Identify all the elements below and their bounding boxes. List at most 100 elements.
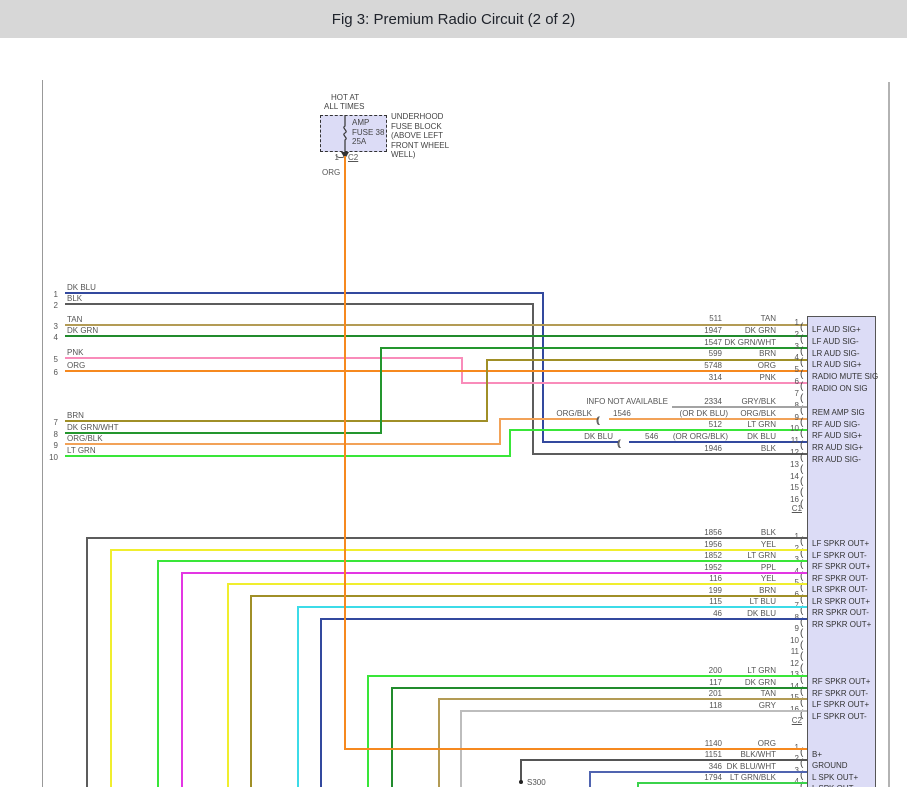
terminal-icon: ( bbox=[800, 440, 804, 451]
signal-label: LR AUD SIG+ bbox=[812, 360, 862, 369]
signal-label: RR AUD SIG+ bbox=[812, 443, 863, 452]
pin-number: 13 bbox=[790, 460, 799, 469]
terminal-icon: ( bbox=[800, 476, 804, 487]
pin-number: 11 bbox=[790, 647, 799, 656]
wire-segment bbox=[391, 687, 393, 787]
terminal-icon: ( bbox=[800, 640, 804, 651]
pin-number: 10 bbox=[790, 424, 799, 433]
fuse-name-label: FUSE 38 bbox=[352, 128, 385, 137]
wire-color-label: ORG/BLK bbox=[67, 434, 103, 443]
circuit-number-label: 1547 bbox=[704, 338, 722, 347]
circuit-number-label: 1946 bbox=[704, 444, 722, 453]
wire-color-label: PPL bbox=[760, 563, 776, 572]
circuit-number-label: 1852 bbox=[704, 551, 722, 560]
wire-segment bbox=[380, 347, 382, 434]
wire-segment bbox=[589, 771, 591, 787]
pin-number: 12 bbox=[790, 448, 799, 457]
splice-id-label: S300 bbox=[527, 778, 546, 787]
pin-number: 6 bbox=[775, 590, 799, 600]
fuse-name-label: AMP bbox=[352, 118, 370, 127]
wire-color-label: TAN bbox=[760, 689, 776, 698]
terminal-icon: ( bbox=[800, 697, 804, 708]
terminal-icon: ( bbox=[800, 346, 804, 357]
wire-color-label: BRN bbox=[759, 349, 776, 358]
signal-label: RADIO MUTE SIG bbox=[812, 372, 879, 381]
wire-segment bbox=[521, 759, 807, 761]
circuit-number-label: 118 bbox=[709, 701, 722, 710]
wire-segment bbox=[590, 771, 807, 773]
wire-color-label: DK BLU bbox=[747, 609, 776, 618]
pin-number: 12 bbox=[790, 659, 799, 668]
splice-wire-color-label: ORG/BLK bbox=[556, 409, 592, 418]
signal-label: LF AUD SIG- bbox=[812, 337, 859, 346]
circuit-number-label: 199 bbox=[708, 586, 722, 595]
pin-number: 6 bbox=[794, 377, 799, 386]
signal-label: RR SPKR OUT+ bbox=[812, 620, 872, 629]
connector-id-label: C2 bbox=[791, 716, 802, 725]
wire-segment bbox=[345, 748, 807, 750]
wire-segment bbox=[609, 418, 807, 420]
wire-segment bbox=[65, 292, 544, 294]
pin-number: 5 bbox=[794, 365, 799, 374]
signal-label: LR AUD SIG- bbox=[812, 349, 860, 358]
pin-number: 2 bbox=[775, 544, 799, 554]
circuit-number-label: 46 bbox=[713, 609, 722, 618]
terminal-icon: ( bbox=[800, 594, 804, 605]
wire-color-label: GRY bbox=[758, 701, 776, 710]
signal-label: RF SPKR OUT+ bbox=[812, 677, 871, 686]
wire-segment bbox=[509, 429, 511, 457]
wire-segment bbox=[158, 560, 807, 562]
fuse-location-label: FUSE BLOCK bbox=[391, 122, 442, 131]
terminal-icon: ( bbox=[800, 686, 804, 697]
wire-color-label: DK BLU bbox=[67, 283, 96, 292]
pin-number: 3 bbox=[53, 322, 58, 331]
wire-color-label: ORG bbox=[67, 361, 86, 370]
terminal-icon: ( bbox=[800, 770, 804, 781]
wire-segment bbox=[520, 759, 522, 782]
terminal-icon: ( bbox=[800, 499, 804, 510]
pin-number: 7 bbox=[775, 601, 799, 611]
wire-color-label: TAN bbox=[760, 314, 776, 323]
signal-label: LR SPKR OUT- bbox=[812, 585, 868, 594]
wire-color-label: BRN bbox=[67, 411, 84, 420]
wire-segment bbox=[182, 572, 807, 574]
signal-label: RF SPKR OUT+ bbox=[812, 562, 871, 571]
pin-number: 1 bbox=[53, 290, 58, 299]
pin-number: 14 bbox=[775, 682, 799, 692]
circuit-number-label: 115 bbox=[709, 597, 722, 606]
terminal-icon: ( bbox=[800, 674, 804, 685]
signal-label: RR SPKR OUT- bbox=[812, 608, 869, 617]
pin-number: 3 bbox=[794, 342, 799, 351]
wire-color-label: BLK bbox=[760, 444, 776, 453]
terminal-icon: ( bbox=[800, 582, 804, 593]
pin-number: 16 bbox=[775, 705, 799, 715]
circuit-number-label: (OR ORG/BLK) bbox=[672, 432, 728, 441]
terminal-icon: ( bbox=[800, 747, 804, 758]
wire-segment bbox=[87, 537, 807, 539]
wire-color-label: LT GRN bbox=[747, 420, 776, 429]
terminal-icon: ( bbox=[800, 605, 804, 616]
signal-label: RF SPKR OUT- bbox=[812, 574, 869, 583]
wire-segment bbox=[65, 420, 488, 422]
wire-segment bbox=[543, 441, 618, 443]
terminal-icon: ( bbox=[800, 428, 804, 439]
circuit-number-label: 1856 bbox=[704, 528, 722, 537]
signal-label: LF SPKR OUT+ bbox=[812, 700, 870, 709]
wire-segment bbox=[381, 347, 807, 349]
circuit-number-label: 117 bbox=[709, 678, 722, 687]
terminal-icon: ( bbox=[800, 452, 804, 463]
wire-segment bbox=[157, 560, 159, 787]
inline-connector-icon: (( bbox=[617, 438, 621, 448]
signal-label: B+ bbox=[812, 750, 823, 759]
terminal-icon: ( bbox=[800, 405, 804, 416]
page-border-left bbox=[42, 80, 43, 787]
circuit-number-label: 1952 bbox=[704, 563, 722, 572]
pin-number: 7 bbox=[53, 418, 58, 427]
wire-color-label: PNK bbox=[67, 348, 84, 357]
fuse-block-box bbox=[320, 115, 387, 152]
wire-segment bbox=[533, 453, 807, 455]
signal-label: L SPK OUT- bbox=[812, 784, 856, 787]
signal-label: LF SPKR OUT- bbox=[812, 551, 867, 560]
terminal-icon: ( bbox=[800, 369, 804, 380]
signal-label: GROUND bbox=[812, 761, 848, 770]
